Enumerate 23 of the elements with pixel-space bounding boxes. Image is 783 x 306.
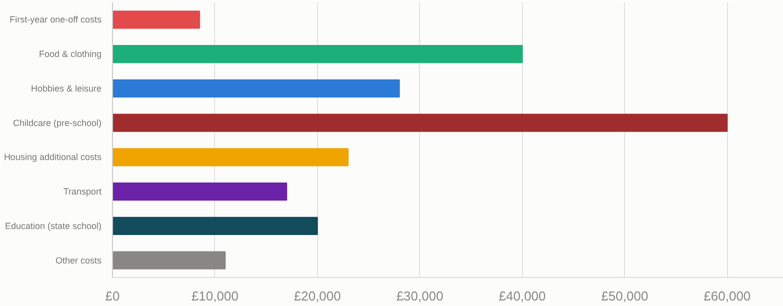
- x-tick-label: £10,000: [191, 288, 238, 304]
- bar: [112, 79, 400, 98]
- x-tick-label: £30,000: [396, 288, 444, 304]
- x-tick-label: £0: [105, 288, 120, 304]
- y-tick-label: Education (state school): [4, 220, 102, 231]
- y-tick-label: Hobbies & leisure: [30, 83, 102, 94]
- y-tick-label: First-year one-off costs: [10, 14, 102, 25]
- bar: [112, 10, 200, 29]
- y-tick-label: Other costs: [55, 255, 102, 266]
- x-tick-label: £50,000: [601, 288, 648, 304]
- y-tick-label: Food & clothing: [38, 49, 102, 60]
- y-tick-label: Housing additional costs: [4, 152, 102, 162]
- bar: [112, 114, 728, 132]
- x-tick-label: £60,000: [704, 288, 751, 304]
- bar: [112, 251, 226, 270]
- x-tick-label: £40,000: [498, 288, 546, 304]
- y-tick-label: Childcare (pre-school): [12, 118, 102, 128]
- bar: [112, 148, 349, 166]
- bar: [112, 182, 288, 201]
- y-tick-label: Transport: [63, 186, 102, 197]
- x-tick-label: £20,000: [294, 288, 341, 304]
- bar: [112, 216, 318, 236]
- bar: [112, 44, 523, 64]
